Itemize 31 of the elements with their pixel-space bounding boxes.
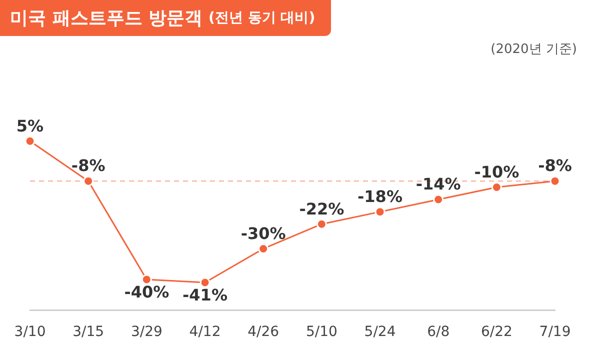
chart-title: 미국 패스트푸드 방문객 (10, 7, 203, 30)
data-label: -10% (474, 162, 520, 182)
point (24, 136, 36, 146)
data-label: -22% (299, 199, 344, 218)
data-label: -14% (416, 174, 461, 194)
data-label: -30% (240, 224, 286, 243)
text: (2020년 기준) (490, 41, 577, 58)
x-tick-label: 3/29 (130, 324, 162, 340)
x-tick-label: 5/24 (364, 324, 396, 340)
point (141, 274, 152, 285)
data-label: -8% (71, 156, 106, 176)
x-tick-label: 5/10 (306, 324, 338, 340)
x-tick-label: 6/22 (480, 324, 512, 340)
point (433, 194, 444, 205)
chart-subtitle: (전년 동기 대비) (208, 9, 316, 27)
x-tick-label: 4/26 (248, 324, 280, 340)
point (550, 176, 560, 186)
point (83, 176, 94, 186)
point (374, 206, 386, 218)
x-tick-label: 4/12 (189, 324, 221, 340)
data-label: -18% (358, 186, 402, 206)
data-label: -40% (124, 282, 170, 302)
point (316, 218, 327, 230)
data-label: -41% (182, 286, 228, 305)
data-label: -8% (538, 156, 572, 176)
point (200, 277, 210, 288)
data-label: 5% (16, 116, 44, 136)
x-tick-label: 7/19 (539, 324, 571, 340)
x-tick-label: 3/15 (72, 324, 104, 340)
x-tick-label: 6/8 (427, 324, 450, 340)
x-tick-label: 3/10 (14, 324, 46, 340)
